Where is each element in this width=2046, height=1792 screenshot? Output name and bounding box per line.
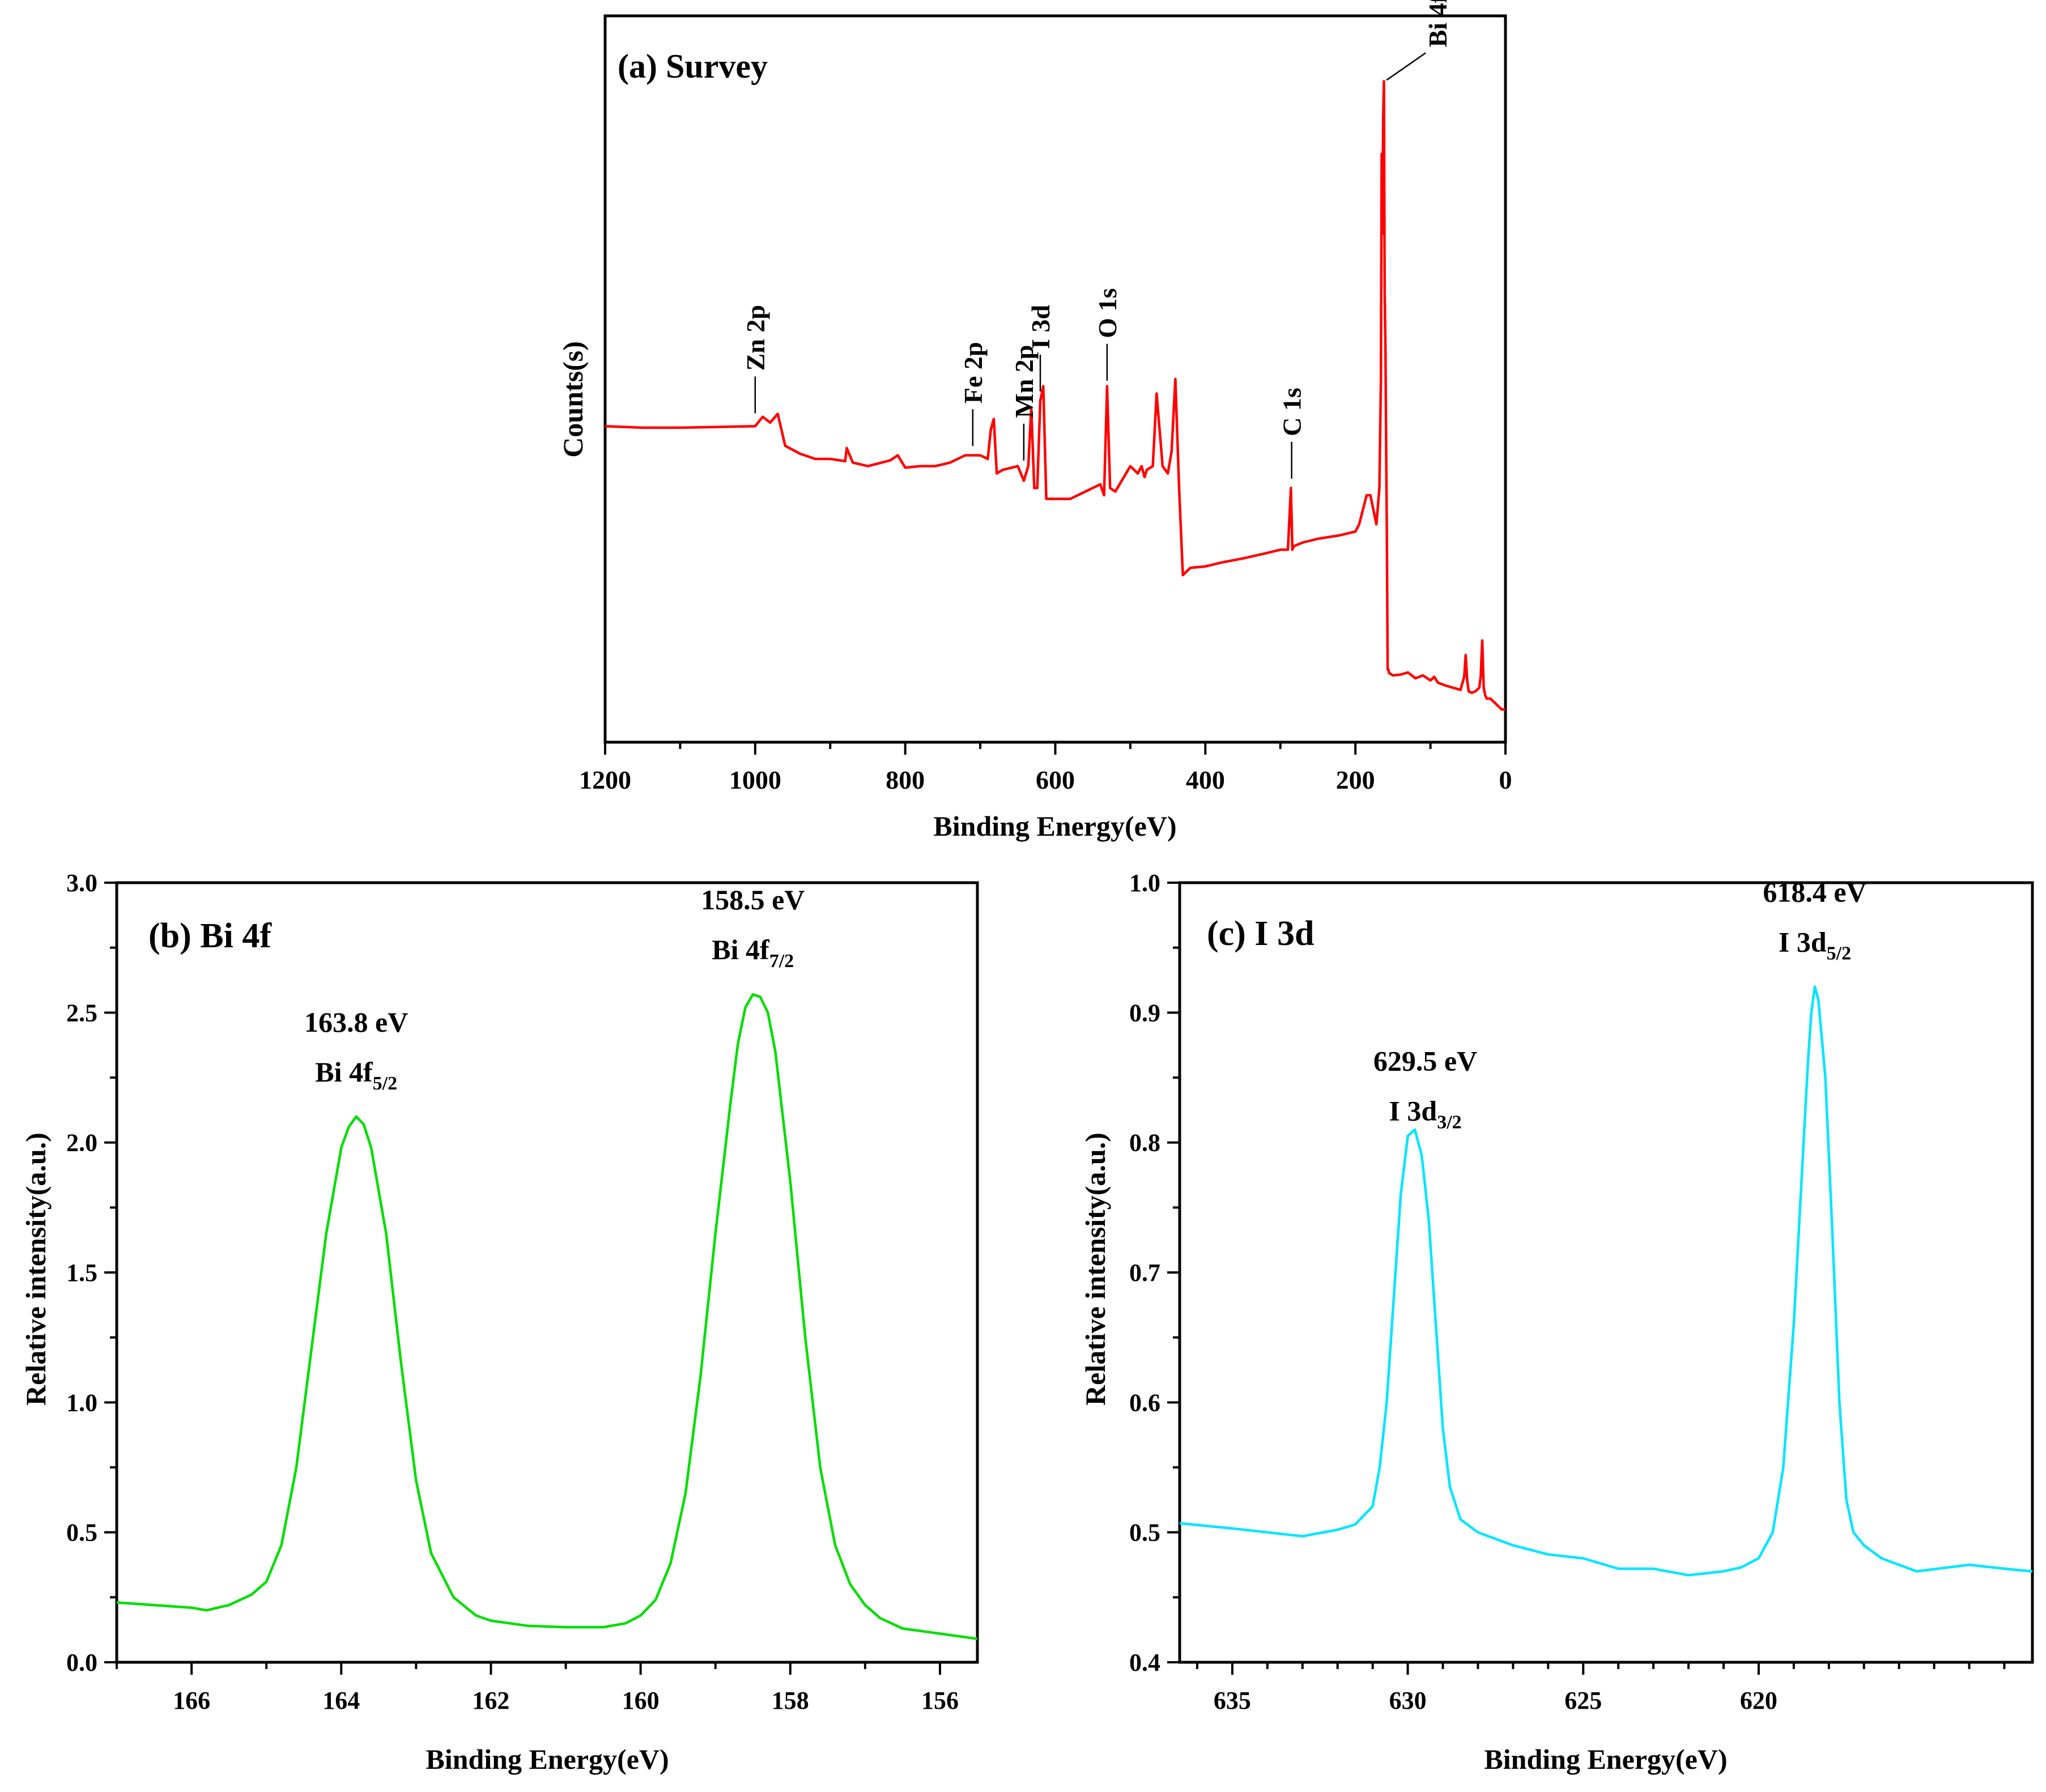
- bi4f-x-tick-label: 158: [772, 1687, 809, 1714]
- i3d-plot-frame: [1178, 881, 2034, 1664]
- bi4f-y-tick-label: 1.0: [66, 1389, 97, 1416]
- bi4f-peak-annotations: 163.8 eV Bi 4f5/2 158.5 eV Bi 4f7/2: [304, 884, 805, 1094]
- survey-annotation-label: Mn 2p: [1010, 345, 1039, 418]
- i3d-peak-annotations: 629.5 eV I 3d3/2 618.4 eV I 3d5/2: [1373, 876, 1867, 1133]
- survey-x-tick-label: 0: [1499, 765, 1512, 794]
- bi4f-y-tick-labels: 0.0 0.5 1.0 1.5 2.0 2.5 3.0: [66, 869, 97, 1676]
- survey-x-tick-labels: 1200 1000 800 600 400 200 0: [579, 765, 1512, 794]
- bi4f-x-axis-label: Binding Energy(eV): [426, 1743, 669, 1775]
- bi4f-y-tick-label: 0.5: [66, 1519, 97, 1547]
- survey-panel: 1200 1000 800 600 400 200 0 Zn 2p Fe 2p Mn 2pI 3…: [557, 0, 1512, 842]
- i3d-x-tick-label: 625: [1564, 1687, 1602, 1714]
- i3d-x-tick-label: 630: [1389, 1687, 1427, 1714]
- survey-x-tick-label: 600: [1036, 765, 1075, 794]
- i3d-peak-energy-label: 618.4 eV: [1763, 876, 1866, 908]
- i3d-peak-orbital-label: I 3d5/2: [1779, 926, 1851, 964]
- i3d-y-tick-label: 0.7: [1129, 1259, 1160, 1287]
- i3d-y-tick-label: 1.0: [1129, 869, 1160, 897]
- i3d-peak-orbital-subscript: 3/2: [1437, 1112, 1461, 1133]
- bi4f-peak-orbital-subscript: 5/2: [373, 1073, 397, 1094]
- bi4f-x-tick-label: 166: [173, 1687, 210, 1714]
- bi4f-y-tick-label: 2.0: [66, 1129, 97, 1157]
- bi4f-x-tick-label: 164: [322, 1687, 360, 1714]
- i3d-peak-orbital-subscript: 5/2: [1827, 943, 1851, 964]
- i3d-y-tick-label: 0.5: [1129, 1519, 1160, 1547]
- survey-x-tick-label: 800: [886, 765, 925, 794]
- bi4f-x-tick-label: 156: [921, 1687, 959, 1714]
- bi4f-y-axis-label: Relative intensity(a.u.): [20, 1133, 52, 1406]
- i3d-y-tick-label: 0.9: [1129, 999, 1160, 1027]
- survey-peak-annotations: Zn 2p Fe 2p Mn 2pI 3d O 1s C 1s Bi 4f: [741, 0, 1452, 479]
- i3d-y-tick-label: 0.4: [1129, 1649, 1160, 1676]
- i3d-x-tick-label: 620: [1740, 1687, 1777, 1714]
- i3d-title: (c) I 3d: [1207, 914, 1314, 953]
- survey-x-tick-label: 200: [1336, 765, 1375, 794]
- survey-x-ticks: [604, 742, 1507, 755]
- survey-annotation-leader: [1386, 52, 1426, 81]
- i3d-x-axis-label: Binding Energy(eV): [1484, 1743, 1727, 1775]
- i3d-ticks: [1167, 882, 2006, 1675]
- bi4f-ticks: [104, 882, 941, 1675]
- i3d-y-axis-label: Relative intensity(a.u.): [1079, 1133, 1111, 1406]
- bi4f-y-tick-label: 0.0: [66, 1649, 97, 1676]
- i3d-panel: 635 630 625 620 0.4 0.5 0.6 0.7 0.8 0.9 1.0 629.5…: [1079, 869, 2034, 1775]
- bi4f-title: (b) Bi 4f: [148, 917, 272, 955]
- bi4f-y-tick-label: 2.5: [66, 999, 97, 1027]
- survey-y-axis-label: Counts(s): [557, 341, 589, 458]
- survey-x-tick-label: 1200: [579, 765, 631, 794]
- survey-spectrum-line: [605, 80, 1505, 711]
- bi4f-y-tick-label: 1.5: [66, 1259, 97, 1287]
- survey-annotation-label: Zn 2p: [741, 305, 770, 371]
- bi4f-peak-energy-label: 163.8 eV: [304, 1006, 408, 1038]
- i3d-spectrum-line: [1179, 985, 2033, 1577]
- bi4f-panel: 166 164 162 160 158 156 0.0 0.5 1.0 1.5 2.0 2.5 3.0…: [20, 869, 979, 1775]
- survey-x-tick-label: 400: [1186, 765, 1225, 794]
- survey-annotation-label: Fe 2p: [959, 342, 988, 404]
- survey-x-tick-label: 1000: [729, 765, 781, 794]
- bi4f-plot-frame: [115, 881, 979, 1664]
- bi4f-peak-orbital-subscript: 7/2: [769, 951, 794, 972]
- i3d-y-tick-labels: 0.4 0.5 0.6 0.7 0.8 0.9 1.0: [1129, 869, 1160, 1676]
- i3d-peak-energy-label: 629.5 eV: [1373, 1045, 1477, 1077]
- i3d-x-tick-labels: 635 630 625 620: [1214, 1687, 1777, 1714]
- i3d-x-tick-label: 635: [1214, 1687, 1251, 1714]
- survey-x-axis-label: Binding Energy(eV): [933, 810, 1176, 842]
- i3d-y-tick-label: 0.8: [1129, 1129, 1160, 1157]
- bi4f-spectrum-line: [116, 993, 978, 1640]
- survey-title: (a) Survey: [618, 48, 768, 85]
- survey-annotation-label: C 1s: [1278, 388, 1307, 436]
- bi4f-peak-orbital-label: Bi 4f5/2: [315, 1056, 397, 1094]
- i3d-peak-orbital-label: I 3d3/2: [1389, 1095, 1461, 1133]
- survey-annotation-label: O 1s: [1093, 288, 1122, 338]
- bi4f-y-tick-label: 3.0: [66, 869, 97, 897]
- survey-annotation-label: Bi 4f: [1423, 0, 1452, 47]
- bi4f-x-tick-label: 162: [472, 1687, 509, 1714]
- bi4f-x-tick-label: 160: [622, 1687, 660, 1714]
- bi4f-peak-orbital-label: Bi 4f7/2: [712, 934, 794, 972]
- bi4f-peak-energy-label: 158.5 eV: [701, 884, 805, 916]
- survey-plot-frame: [603, 14, 1507, 744]
- bi4f-x-tick-labels: 166 164 162 160 158 156: [173, 1687, 959, 1714]
- survey-annotation-label: I 3d: [1026, 305, 1055, 349]
- i3d-y-tick-label: 0.6: [1129, 1389, 1160, 1416]
